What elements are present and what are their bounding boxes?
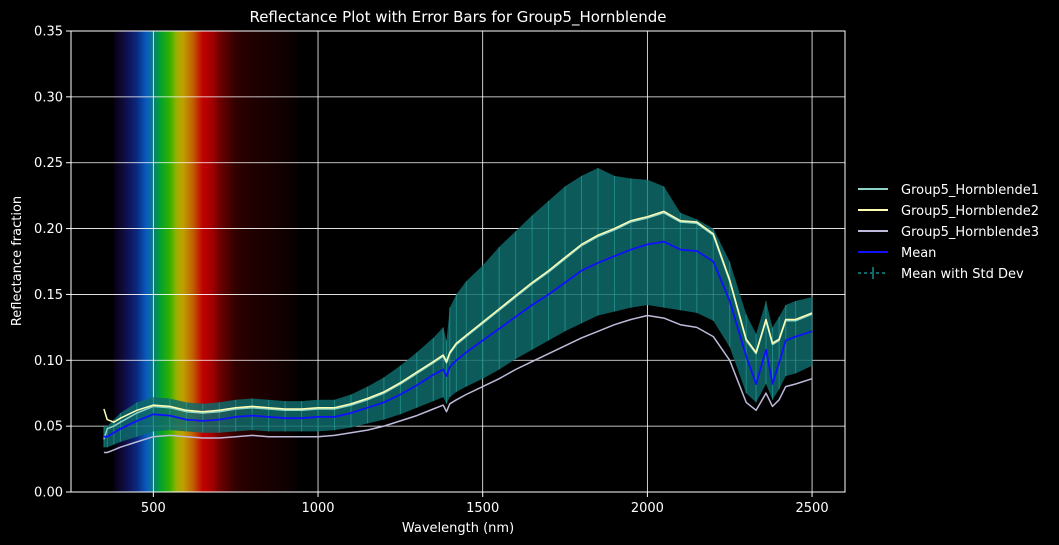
x-tick-label: 1000 [301,501,334,516]
legend: Group5_Hornblende1 Group5_Hornblende2 Grou… [858,183,1039,282]
x-tick-label: 2500 [796,501,829,516]
x-tick-label: 1500 [466,501,499,516]
y-tick-label: 0.05 [34,420,63,435]
x-tick-label: 500 [141,501,166,516]
chart-title: Reflectance Plot with Error Bars for Gro… [249,8,666,27]
legend-label: Mean with Std Dev [901,267,1024,282]
series-line [103,240,813,438]
x-axis-title: Wavelength (nm) [402,521,514,536]
legend-label: Group5_Hornblende2 [901,204,1039,219]
error-band [103,168,813,448]
legend-label: Group5_Hornblende3 [901,225,1039,240]
y-tick-label: 0.10 [34,354,63,369]
legend-label: Group5_Hornblende1 [901,183,1039,198]
y-tick-label: 0.30 [34,90,63,105]
legend-label: Mean [901,246,936,261]
y-tick-label: 0.35 [34,25,63,40]
y-tick-label: 0.25 [34,156,63,171]
series-line [103,210,813,423]
plot-frame [70,30,846,493]
series-lines [103,210,813,454]
x-axis-ticks: 500 1000 1500 2000 2500 [141,492,829,516]
y-axis-title: Reflectance fraction [10,196,25,326]
y-axis-ticks: 0.00 0.05 0.10 0.15 0.20 0.25 0.30 0.35 [34,25,71,501]
y-tick-label: 0.15 [34,288,63,303]
y-tick-label: 0.20 [34,222,63,237]
y-tick-label: 0.00 [34,486,63,501]
series-line [103,314,813,454]
x-tick-label: 2000 [631,501,664,516]
